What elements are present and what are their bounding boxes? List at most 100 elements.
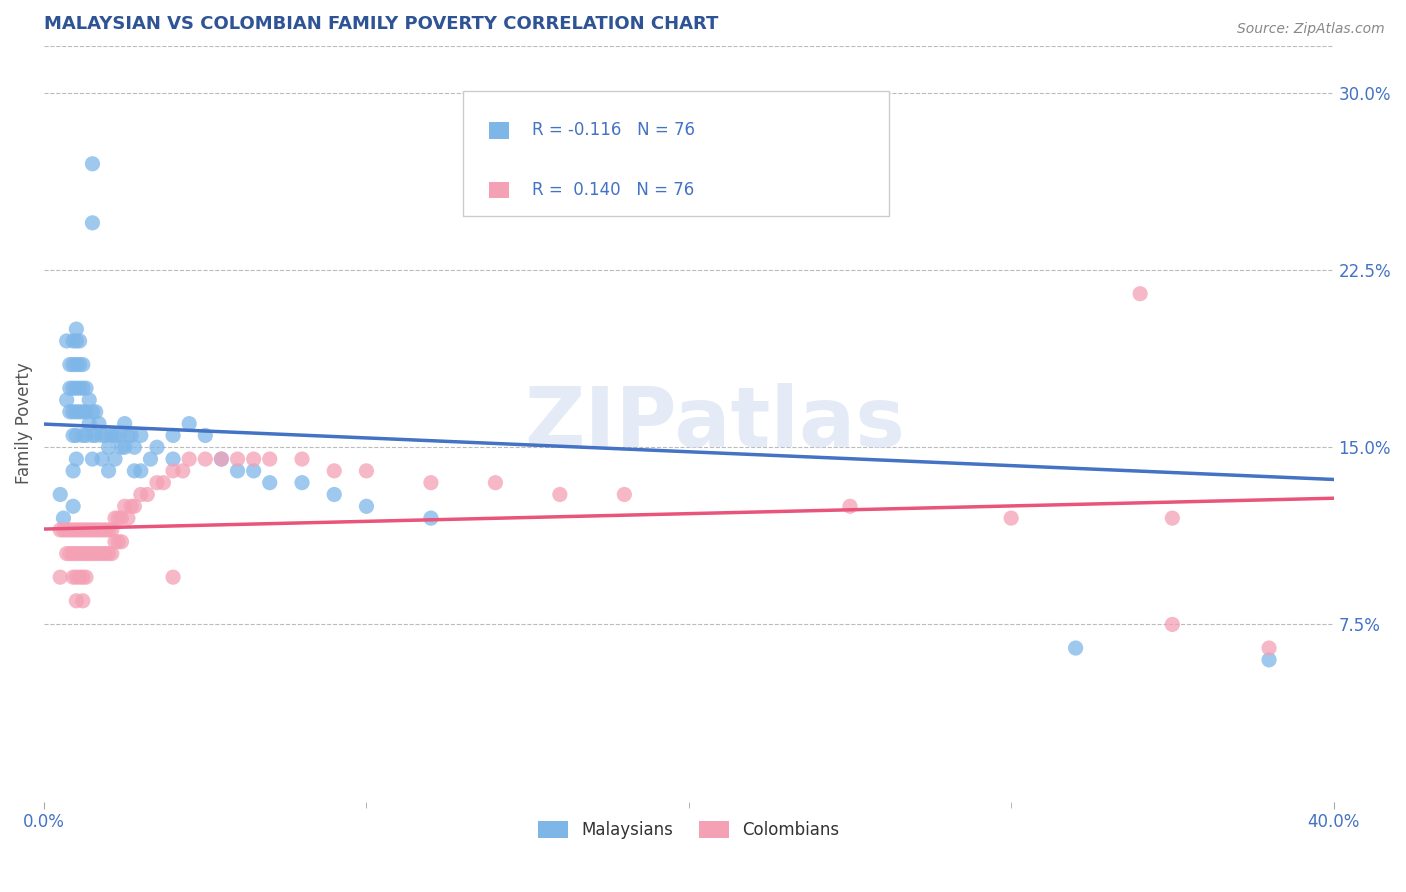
Point [104,511,127,525]
Point [356,464,378,478]
Point [172,464,194,478]
Point [1258,640,1281,655]
Point [69,358,91,372]
Point [291,475,314,490]
Point [323,487,346,501]
Point [94,523,117,537]
Point [1129,286,1152,301]
Point [62,500,84,514]
Point [146,475,169,490]
Point [97,547,120,561]
Legend: Malaysians, Colombians: Malaysians, Colombians [531,814,846,847]
Point [72,358,94,372]
Point [65,381,87,395]
Point [97,440,120,454]
Point [75,523,97,537]
Point [72,547,94,561]
Point [75,381,97,395]
Point [69,405,91,419]
Point [120,500,142,514]
Point [62,381,84,395]
Point [162,428,184,442]
Point [107,428,129,442]
Point [52,523,75,537]
Text: Source: ZipAtlas.com: Source: ZipAtlas.com [1237,22,1385,37]
Point [114,417,136,431]
Point [242,452,264,467]
Point [484,475,506,490]
Point [114,440,136,454]
Point [291,452,314,467]
Point [77,547,100,561]
Point [72,428,94,442]
Point [82,523,104,537]
Point [94,547,117,561]
Point [1161,617,1184,632]
Point [97,464,120,478]
Text: R =  0.140   N = 76: R = 0.140 N = 76 [531,181,695,199]
Point [69,381,91,395]
Point [419,475,441,490]
Point [129,487,152,501]
Bar [489,122,509,138]
Point [146,440,169,454]
Point [101,523,124,537]
Point [259,452,281,467]
Point [104,452,127,467]
Point [69,334,91,348]
Point [226,452,249,467]
Point [55,523,77,537]
Point [1161,511,1184,525]
Point [101,428,124,442]
Y-axis label: Family Poverty: Family Poverty [15,363,32,484]
Point [129,428,152,442]
Point [84,428,107,442]
Point [839,500,862,514]
Point [65,570,87,584]
Point [69,570,91,584]
Point [107,511,129,525]
Point [124,440,146,454]
Point [77,523,100,537]
Point [117,511,139,525]
Point [69,523,91,537]
Point [59,523,82,537]
Point [55,334,77,348]
Point [419,511,441,525]
Point [65,547,87,561]
Point [62,547,84,561]
Point [120,428,142,442]
Text: R = -0.116   N = 76: R = -0.116 N = 76 [531,121,695,139]
Point [136,487,159,501]
Point [179,417,201,431]
Text: ZIPatlas: ZIPatlas [524,384,905,464]
Point [77,392,100,407]
Point [87,547,110,561]
Point [548,487,571,501]
Point [91,428,114,442]
Point [49,523,72,537]
Point [162,452,184,467]
Point [91,523,114,537]
Point [59,547,82,561]
FancyBboxPatch shape [463,91,889,216]
Point [82,428,104,442]
Point [65,523,87,537]
Point [87,417,110,431]
Point [75,547,97,561]
Point [124,500,146,514]
Point [114,500,136,514]
Point [65,405,87,419]
Point [65,452,87,467]
Point [323,464,346,478]
Point [55,547,77,561]
Point [94,428,117,442]
Point [82,157,104,171]
Point [59,358,82,372]
Point [59,405,82,419]
Point [62,405,84,419]
Point [82,547,104,561]
Text: MALAYSIAN VS COLOMBIAN FAMILY POVERTY CORRELATION CHART: MALAYSIAN VS COLOMBIAN FAMILY POVERTY CO… [44,15,718,33]
Point [259,475,281,490]
Point [72,570,94,584]
